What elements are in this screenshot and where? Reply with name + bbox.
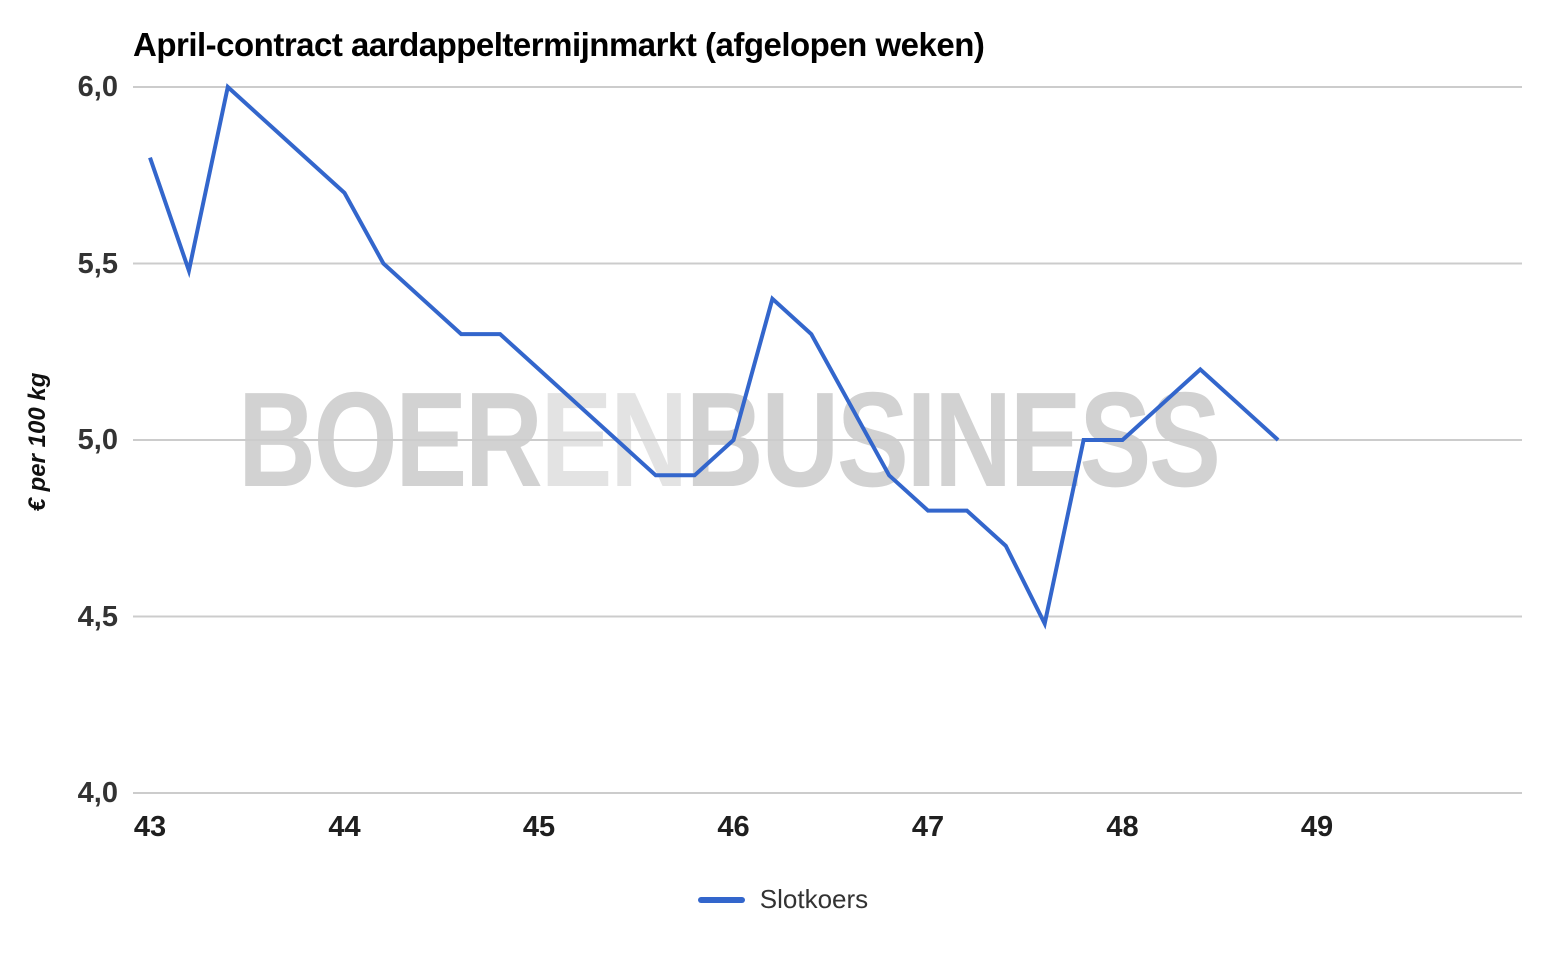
slotkoers-line [148,83,1280,630]
x-axis-tick-label: 44 [328,811,361,843]
y-axis-tick-label: 6,0 [77,71,118,103]
x-axis-tick-label: 49 [1300,811,1334,843]
y-axis-tick-label: 4,5 [77,600,118,633]
y-axis-tick-label: 4,0 [77,777,118,809]
legend-label: Slotkoers [759,884,869,914]
x-axis-tick-label: 45 [522,811,556,843]
y-axis-tick-label: 5,5 [77,247,118,280]
x-axis-tick-label: 46 [717,811,750,843]
x-axis-tick-label: 47 [911,811,945,843]
legend: Slotkoers [0,884,1566,915]
y-axis-tick-label: 5,0 [77,424,118,456]
legend-line-swatch [697,896,745,903]
x-axis-tick-label: 48 [1106,811,1139,843]
x-axis-tick-label: 43 [133,811,167,843]
chart-title: April-contract aardappeltermijnmarkt (af… [133,26,985,63]
